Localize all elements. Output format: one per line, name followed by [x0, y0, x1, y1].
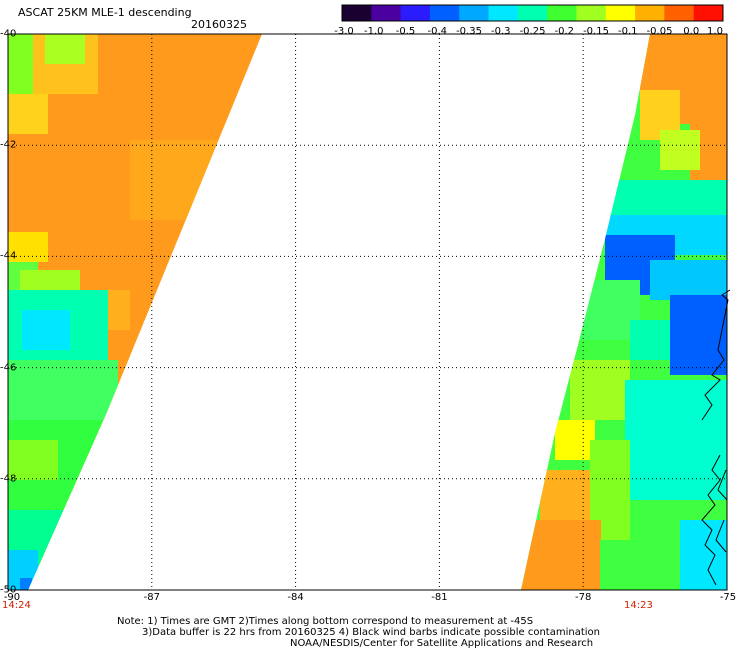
- colorbar-tick-label: -0.2: [554, 26, 575, 37]
- latitude-label: -46: [0, 362, 17, 374]
- colorbar-tick-label: -0.1: [617, 26, 638, 37]
- map-frame: [7, 33, 728, 591]
- longitude-label: -90: [3, 592, 21, 603]
- colorbar-segment: [635, 5, 665, 21]
- latitude-label: -50: [0, 584, 17, 596]
- colorbar-segment: [576, 5, 607, 21]
- longitude-label: -84: [287, 592, 304, 603]
- colorbar: [341, 4, 724, 22]
- left-swath: [8, 34, 262, 590]
- colorbar-segment: [664, 5, 695, 21]
- colorbar-segment: [547, 5, 577, 21]
- map-date: 20160325: [191, 18, 247, 31]
- note-line-1: Note: 1) Times are GMT 2)Times along bot…: [117, 616, 534, 627]
- note-line-2: 3)Data buffer is 22 hrs from 20160325 4)…: [142, 627, 600, 638]
- longitude-label: -75: [719, 592, 737, 603]
- latitude-label: -42: [0, 139, 17, 151]
- colorbar-tick-label: -3.0: [334, 26, 354, 37]
- colorbar-tick-label: -1.0: [363, 26, 384, 37]
- colorbar-segment: [488, 5, 519, 21]
- longitude-label: -87: [143, 592, 160, 603]
- colorbar-segment: [371, 5, 402, 21]
- right-swath: [521, 34, 727, 590]
- colorbar-tick-label: -0.25: [519, 26, 546, 37]
- colorbar-segment: [459, 5, 490, 21]
- graticule: [8, 34, 727, 590]
- colorbar-tick-label: -0.15: [583, 26, 609, 37]
- colorbar-tick-label: -0.5: [395, 26, 416, 37]
- map-title: ASCAT 25KM MLE-1 descending: [18, 6, 192, 19]
- note-line-3: NOAA/NESDIS/Center for Satellite Applica…: [290, 638, 594, 649]
- colorbar-tick-label: 1.0: [707, 26, 723, 37]
- colorbar-tick-label: -0.35: [456, 26, 482, 37]
- longitude-label: -78: [575, 592, 592, 603]
- time-right: 14:23: [624, 600, 653, 611]
- colorbar-frame: [341, 4, 724, 22]
- colorbar-segment: [342, 5, 372, 21]
- colorbar-tick-label: 0.0: [683, 26, 700, 37]
- latitude-label: -44: [0, 250, 17, 262]
- longitude-label: -81: [431, 592, 448, 603]
- colorbar-tick-label: -0.3: [490, 26, 511, 37]
- latitude-label: -48: [0, 473, 17, 485]
- colorbar-segment: [400, 5, 431, 21]
- colorbar-segment: [693, 5, 724, 21]
- colorbar-tick-label: -0.4: [427, 26, 448, 37]
- latitude-label: -40: [0, 28, 17, 40]
- time-left: 14:24: [2, 600, 31, 611]
- coastline: [701, 289, 731, 586]
- colorbar-segment: [605, 5, 636, 21]
- colorbar-segment: [517, 5, 548, 21]
- colorbar-segment: [429, 5, 460, 21]
- colorbar-tick-label: -0.05: [646, 26, 673, 37]
